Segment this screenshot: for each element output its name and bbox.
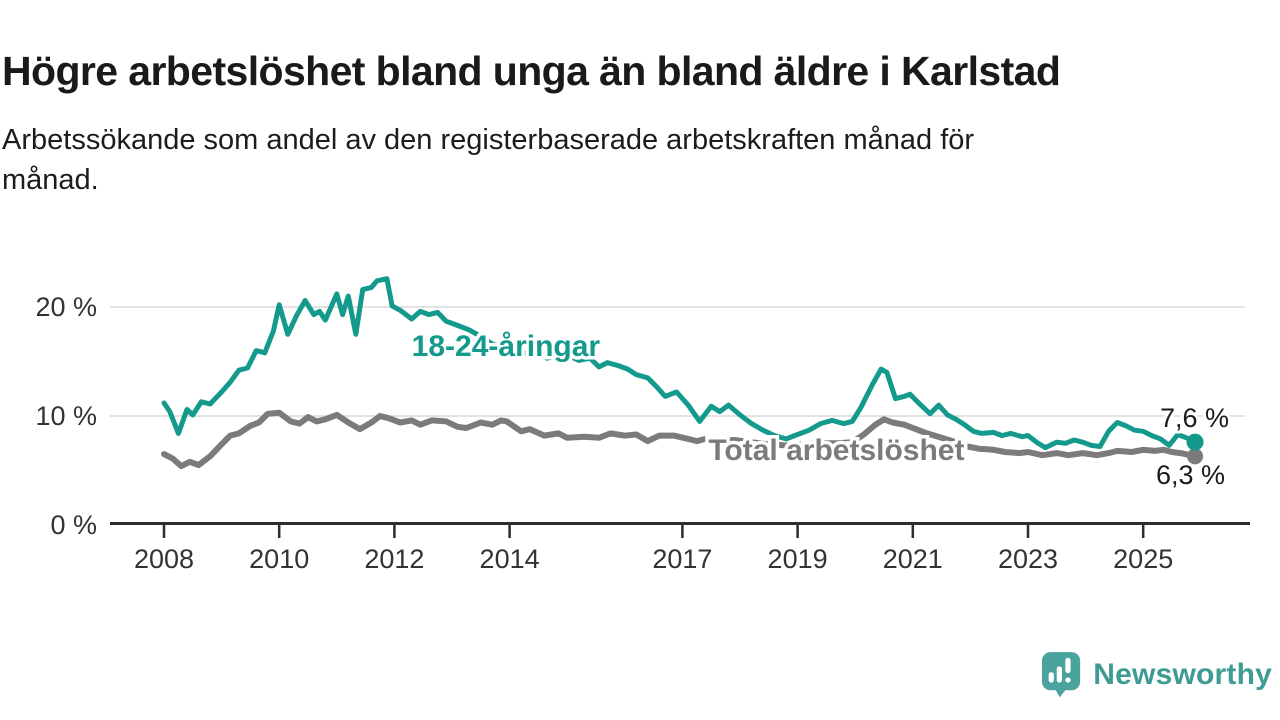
series-label-youth: 18-24-åringar bbox=[412, 330, 601, 363]
y-tick-label: 0 % bbox=[50, 510, 97, 540]
x-tick-label: 2023 bbox=[998, 544, 1058, 574]
x-axis: 2008 2010 2012 2014 2017 2019 2021 2023 2025 bbox=[110, 522, 1250, 574]
x-tick-label: 2019 bbox=[768, 544, 828, 574]
series-end-dot-youth bbox=[1186, 433, 1204, 451]
brand-lockup[interactable]: Newsworthy bbox=[1041, 651, 1272, 698]
series-line-youth bbox=[161, 276, 1198, 451]
brand-name: Newsworthy bbox=[1093, 657, 1272, 691]
page-title: Högre arbetslöshet bland unga än bland ä… bbox=[2, 48, 1061, 95]
chart-subtitle-line1: Arbetssökande som andel av den registerb… bbox=[2, 124, 975, 156]
end-value-label: 7,6 % bbox=[1160, 403, 1229, 433]
series-label-total: Total arbetslöshet bbox=[708, 434, 964, 467]
x-tick-label: 2025 bbox=[1113, 544, 1173, 574]
x-tick-label: 2012 bbox=[364, 544, 424, 574]
y-axis: 0 % 10 % 20 % bbox=[35, 292, 97, 540]
series-line-total bbox=[161, 409, 1198, 470]
chart-subtitle: Arbetssökande som andel av den registerb… bbox=[2, 120, 1202, 200]
x-tick-label: 2021 bbox=[883, 544, 943, 574]
y-tick-label: 20 % bbox=[35, 292, 97, 322]
chart-subtitle-line2: månad. bbox=[2, 164, 99, 196]
y-tick-label: 10 % bbox=[35, 401, 97, 431]
x-tick-label: 2014 bbox=[480, 544, 540, 574]
end-value-label: 6,3 % bbox=[1156, 460, 1225, 490]
chart-annotations: Total arbetslöshet 18-24-åringar 7,6 % 6,3 … bbox=[408, 327, 1232, 493]
gridlines bbox=[110, 306, 1245, 417]
newsworthy-logo-icon bbox=[1042, 652, 1081, 698]
series-end-dot-total bbox=[1187, 448, 1204, 465]
x-tick-label: 2008 bbox=[134, 544, 194, 574]
x-tick-label: 2017 bbox=[652, 544, 712, 574]
x-tick-label: 2010 bbox=[249, 544, 309, 574]
series-lines bbox=[161, 276, 1204, 470]
